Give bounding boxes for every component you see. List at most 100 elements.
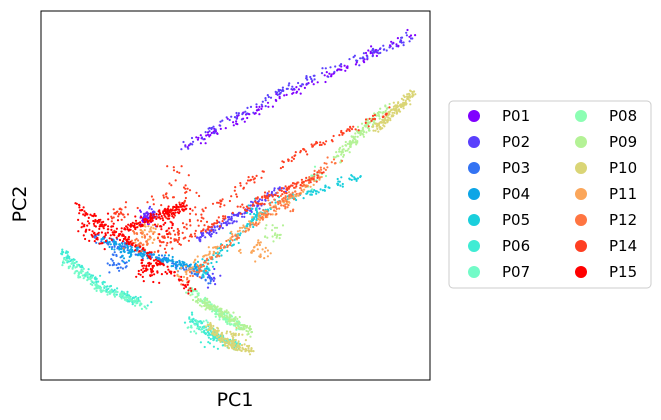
data-point [390,40,393,43]
data-point [231,239,234,242]
data-point [140,268,143,272]
data-point [118,248,121,251]
data-point [170,270,173,273]
data-point [204,236,207,239]
data-point [382,48,385,51]
data-point [245,329,248,332]
data-point [261,215,264,219]
data-point [152,198,155,201]
data-point [292,157,295,160]
data-point [82,206,85,209]
data-point [272,240,275,243]
legend-label-p04: P04 [502,185,530,203]
data-point [74,202,77,205]
data-point [167,254,170,257]
data-point [236,349,239,352]
data-point [283,94,286,97]
data-point [220,307,223,310]
data-point [184,265,187,268]
data-point [149,257,152,260]
data-point [224,217,227,220]
data-point [229,243,232,247]
data-point [112,290,115,293]
data-point [93,240,96,243]
data-point [222,340,226,343]
data-point [271,105,274,108]
data-point [178,242,181,246]
data-point [316,81,319,84]
data-point [310,193,313,196]
data-point [404,99,407,102]
data-point [235,328,238,331]
data-point [260,107,263,110]
data-point [111,231,114,234]
data-point [98,227,101,230]
data-point [123,216,126,219]
data-point [215,339,218,342]
data-point [251,204,254,207]
legend-marker-p01 [468,110,480,122]
data-point [347,128,350,131]
data-point [206,303,209,306]
data-point [244,339,247,342]
data-point [67,260,70,263]
data-point [282,204,285,207]
data-point [219,120,222,123]
data-point [135,248,138,251]
data-point [161,217,164,220]
data-point [152,203,155,206]
data-point [400,36,404,39]
data-point [88,239,91,242]
data-point [267,199,270,202]
data-point [189,330,192,333]
data-point [197,265,200,268]
data-point [221,243,224,247]
data-point [257,222,260,226]
data-point [112,253,115,257]
data-point [208,328,211,331]
data-point [211,305,214,308]
data-point [180,266,183,270]
data-point [273,233,276,237]
data-point [142,247,145,250]
data-point [157,254,161,257]
legend-marker-p10 [575,162,587,174]
data-point [309,181,312,184]
data-point [88,276,91,279]
data-point [259,202,262,205]
data-point [302,197,305,200]
data-point [281,89,284,92]
data-point [299,186,302,190]
data-point [214,315,217,318]
data-point [269,96,273,99]
data-point [309,185,312,188]
data-point [66,251,69,254]
data-point [159,217,162,220]
data-point [193,272,196,276]
data-point [206,133,210,136]
data-point [183,226,186,229]
data-point [126,249,129,252]
data-point [237,211,241,214]
data-point [214,252,218,255]
data-point [402,98,405,101]
data-point [100,231,103,234]
data-point [132,300,135,303]
data-point [385,115,388,118]
data-point [235,122,238,125]
data-point [378,115,381,118]
data-point [274,194,277,197]
data-point [142,280,145,283]
data-point [218,225,221,228]
data-point [280,204,283,207]
data-point [231,222,234,225]
data-point [172,229,175,232]
data-point [402,41,405,44]
data-point [88,222,91,225]
data-point [89,213,92,216]
data-point [95,287,98,290]
data-point [202,265,205,268]
data-point [163,209,166,212]
data-point [273,198,276,201]
data-point [353,178,356,181]
